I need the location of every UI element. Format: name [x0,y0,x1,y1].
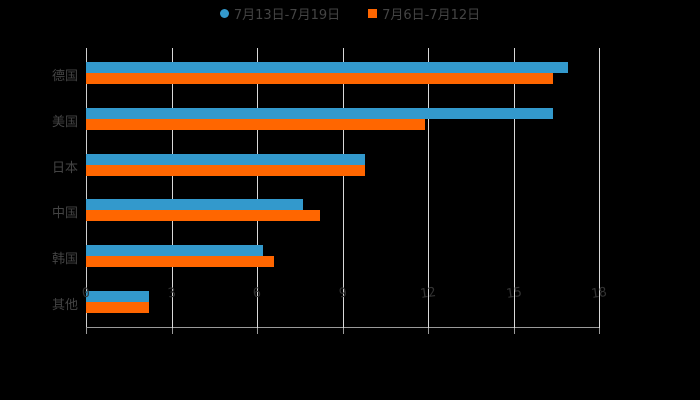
category-label: 中国 [51,206,78,222]
x-tick [428,328,429,334]
bar[interactable] [86,199,303,211]
x-tick [257,328,258,334]
gridline [428,48,429,328]
bar[interactable] [86,245,263,257]
bar[interactable] [86,73,554,84]
category-label: 韩国 [51,252,78,268]
bar[interactable] [86,164,366,176]
x-tick [342,328,344,334]
bar[interactable] [86,118,426,130]
plot-area [86,48,600,334]
legend-circle-icon [219,9,229,18]
bar[interactable] [86,62,568,73]
x-tick [599,328,600,334]
legend-label: 7月6日-7月12日 [382,8,481,23]
category-label: 日本 [51,160,78,176]
x-tick [86,328,87,334]
legend-item-week-previous[interactable]: 7月6日-7月12日 [368,4,480,23]
chart-legend: 7月13日-7月19日 7月6日-7月12日 [0,4,700,23]
legend-item-week-current[interactable]: 7月13日-7月19日 [219,4,341,23]
x-tick-label: 15 [504,284,523,303]
bar[interactable] [86,210,320,222]
x-tick-label: 9 [337,285,348,302]
x-tick [171,328,173,334]
category-label: 其他 [51,298,78,313]
legend-label: 7月13日-7月19日 [233,8,341,23]
bar[interactable] [86,107,554,119]
gridline [513,48,515,328]
legend-square-icon [368,9,378,18]
category-label: 美国 [51,114,78,130]
bar[interactable] [86,153,366,165]
gridline [171,48,173,328]
x-tick-label: 3 [166,285,177,302]
gridline [342,48,344,328]
bar[interactable] [86,291,149,302]
y-axis-line [86,48,87,328]
bar[interactable] [86,302,149,313]
x-tick [513,328,515,334]
gridline [257,48,258,328]
category-label: 德国 [51,69,78,84]
bar[interactable] [86,256,275,268]
x-tick-label: 18 [590,284,608,303]
x-tick-label: 12 [419,284,437,303]
gridline [599,48,600,328]
